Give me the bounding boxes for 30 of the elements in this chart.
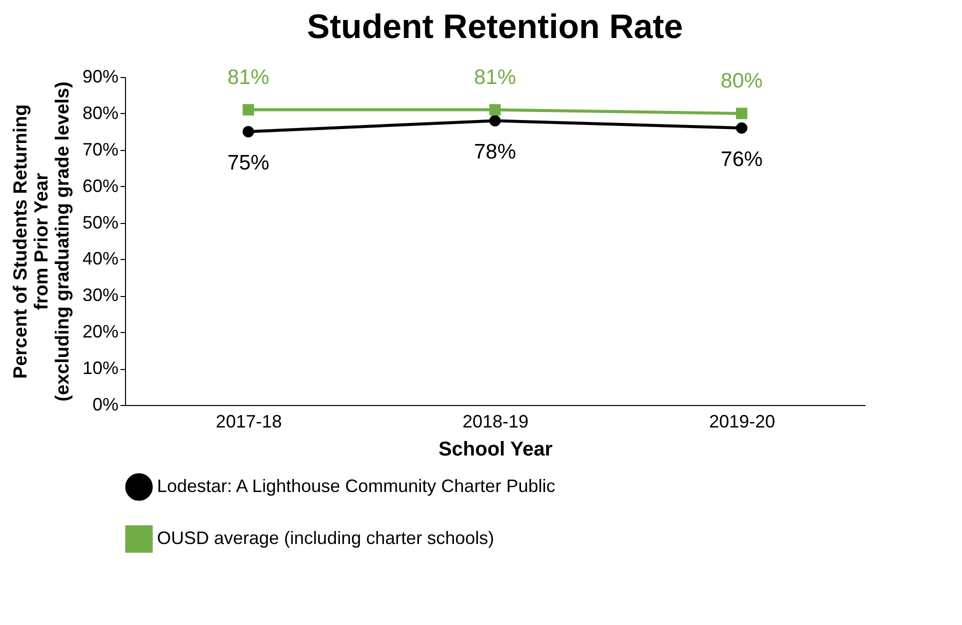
y-tick-label: 90% xyxy=(82,66,118,86)
data-label: 81% xyxy=(227,66,270,89)
y-tick-label: 40% xyxy=(82,248,118,269)
y-tick-label: 20% xyxy=(82,322,118,342)
y-tick-label: 60% xyxy=(82,176,118,196)
data-label: 76% xyxy=(720,148,763,172)
data-label: 75% xyxy=(227,152,270,175)
data-label: 80% xyxy=(720,69,763,92)
y-tick-label: 0% xyxy=(92,394,118,414)
chart-title: Student Retention Rate xyxy=(307,8,683,46)
x-axis-title: School Year xyxy=(438,438,553,460)
point xyxy=(489,115,501,126)
x-tick-label: 2017-18 xyxy=(216,412,282,432)
legend-label: OUSD average (including charter schools) xyxy=(157,528,494,548)
point xyxy=(736,108,748,120)
point xyxy=(242,104,254,116)
data-label: 81% xyxy=(474,66,516,89)
y-tick-label: 10% xyxy=(82,358,118,378)
x-tick-label: 2018-19 xyxy=(462,412,529,432)
data-label: 78% xyxy=(474,140,516,164)
y-axis-title: Percent of Students Returning from Prior Year (excluding graduating grade levels) xyxy=(10,82,74,402)
x-tick-label: 2019-20 xyxy=(709,412,776,432)
point xyxy=(489,104,501,116)
y-tick-label: 50% xyxy=(82,212,118,232)
y-tick-label: 80% xyxy=(82,102,118,123)
y-tick-label: 70% xyxy=(82,139,118,160)
point xyxy=(242,126,254,138)
point xyxy=(736,122,748,134)
legend-label: Lodestar: A Lighthouse Community Charter Public xyxy=(157,476,556,496)
y-tick-label: 30% xyxy=(82,285,118,306)
